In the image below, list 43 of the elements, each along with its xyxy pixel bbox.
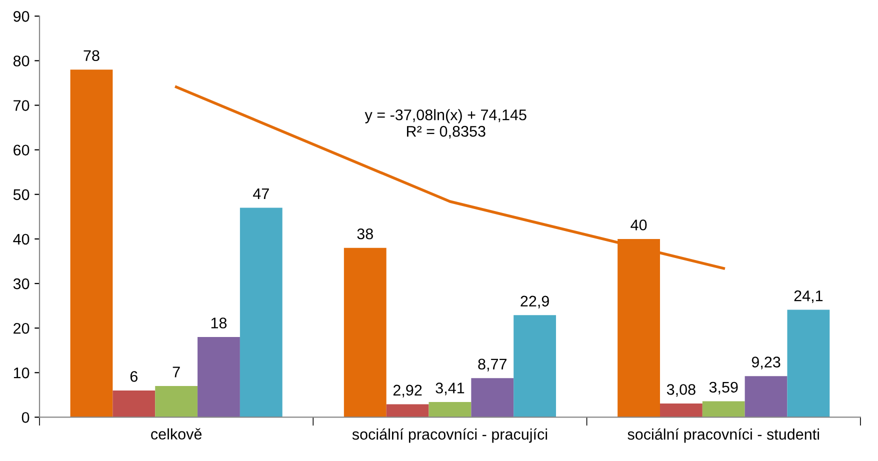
data-label: 3,41 [436,382,464,396]
data-label: 7 [172,366,180,378]
data-label: 22,9 [520,296,549,308]
y-tick-label: 70 [14,100,30,111]
bar [744,376,788,418]
bar [428,402,472,418]
data-label: 40 [630,220,647,230]
data-label: 18 [211,318,227,328]
bar [344,248,386,418]
y-tick-label: 0 [22,412,30,423]
bar [155,386,198,418]
data-label: 9,23 [752,356,780,370]
x-tick-label: celkově [151,428,202,440]
data-label: 47 [253,188,269,200]
x-tick-label: sociální pracovníci - studenti [628,428,819,443]
data-label: 3,59 [709,382,738,394]
data-label: 78 [84,50,100,62]
data-label: 2,92 [393,384,422,398]
bar [702,401,745,418]
y-tick-label: 30 [13,278,30,290]
data-label: 38 [357,228,373,240]
bar [240,208,282,418]
bar [112,390,156,418]
bar [386,404,429,418]
y-tick-label: 50 [13,189,30,200]
y-tick-label: 40 [13,234,30,245]
data-label: 6 [130,371,138,382]
x-tick-label: sociální pracovníci - pracujíci [352,428,548,443]
annotation: y = -37,08ln(x) + 74,145 R² = 0,8353 [364,109,526,139]
bar [471,378,514,418]
bar [787,310,830,418]
y-tick-label: 80 [13,56,30,66]
bar [660,403,702,418]
y-tick-label: 10 [14,368,30,378]
data-label: 3,08 [666,384,696,397]
y-tick-label: 20 [14,322,30,334]
bar [70,70,113,418]
y-tick-label: 90 [14,11,30,22]
y-tick-label: 60 [14,144,30,156]
bar [514,315,556,418]
data-label: 8,77 [478,358,506,372]
data-label: 24,1 [794,290,823,304]
bar [198,336,240,418]
